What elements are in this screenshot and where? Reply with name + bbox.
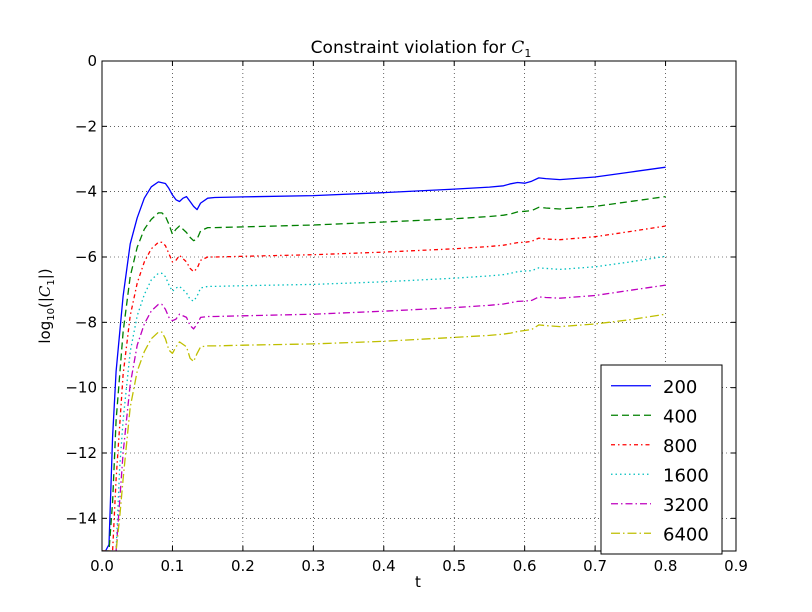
legend-label-1600: 1600: [663, 465, 709, 486]
y-axis-label-log: log: [36, 321, 54, 344]
legend-label-3200: 3200: [663, 495, 709, 516]
plot-frame: [101, 60, 737, 552]
series-line-400: [102, 195, 666, 551]
x-tick-label: 0.2: [231, 557, 255, 575]
legend-entries: 200 400 800 1600 3200 6400: [611, 377, 709, 545]
x-tick-label: 0.3: [301, 557, 325, 575]
chart-title-prefix: Constraint violation for: [311, 38, 512, 58]
y-tick-label: −8: [75, 313, 97, 331]
x-tick-label: 0.5: [442, 557, 466, 575]
x-tick-label: 0.9: [724, 557, 748, 575]
y-tick-label: −4: [75, 183, 97, 201]
x-tick-label: 0.0: [90, 557, 114, 575]
legend-box: [600, 364, 723, 555]
x-tick-label: 0.7: [583, 557, 607, 575]
x-tick-label: 0.8: [654, 557, 678, 575]
y-tick-label: −6: [75, 248, 97, 266]
y-axis-label: log10(|C1|): [36, 268, 57, 343]
chart-title-symbol: C: [511, 38, 524, 58]
y-axis-label-log-base: 10: [46, 308, 57, 321]
chart-title: Constraint violation for C1: [311, 38, 532, 60]
x-tick-label: 0.4: [372, 557, 396, 575]
series-line-800: [102, 225, 666, 551]
y-axis-label-subscript: 1: [46, 279, 57, 285]
legend: 200 400 800 1600 3200 6400: [600, 364, 723, 555]
legend-label-200: 200: [663, 377, 697, 398]
y-tick-label: −12: [65, 444, 97, 462]
y-axis-label-symbol: C: [36, 285, 54, 297]
series-line-6400: [102, 313, 666, 551]
y-axis-label-close: |): [36, 268, 54, 279]
y-tick-label: −2: [75, 117, 97, 135]
y-axis-label-open: (|: [36, 297, 54, 308]
legend-label-800: 800: [663, 436, 697, 457]
series-line-1600: [102, 255, 666, 551]
y-tick-label: 0: [87, 52, 97, 70]
chart-title-subscript: 1: [524, 47, 531, 60]
tick-label-layer: 0.0 0.1 0.2 0.3 0.4 0.5 0.6 0.7 0.8 0.9 0 −2 −4 −6 −8 −…: [65, 52, 748, 575]
legend-label-6400: 6400: [663, 524, 709, 545]
x-tick-label: 0.1: [161, 557, 185, 575]
tick-layer: [101, 60, 737, 551]
legend-label-400: 400: [663, 406, 697, 427]
series-line-200: [102, 166, 666, 551]
y-tick-label: −14: [65, 509, 97, 527]
series-layer: [102, 166, 666, 551]
x-axis-label: t: [415, 573, 421, 591]
x-tick-label: 0.6: [513, 557, 537, 575]
y-tick-label: −10: [65, 379, 97, 397]
